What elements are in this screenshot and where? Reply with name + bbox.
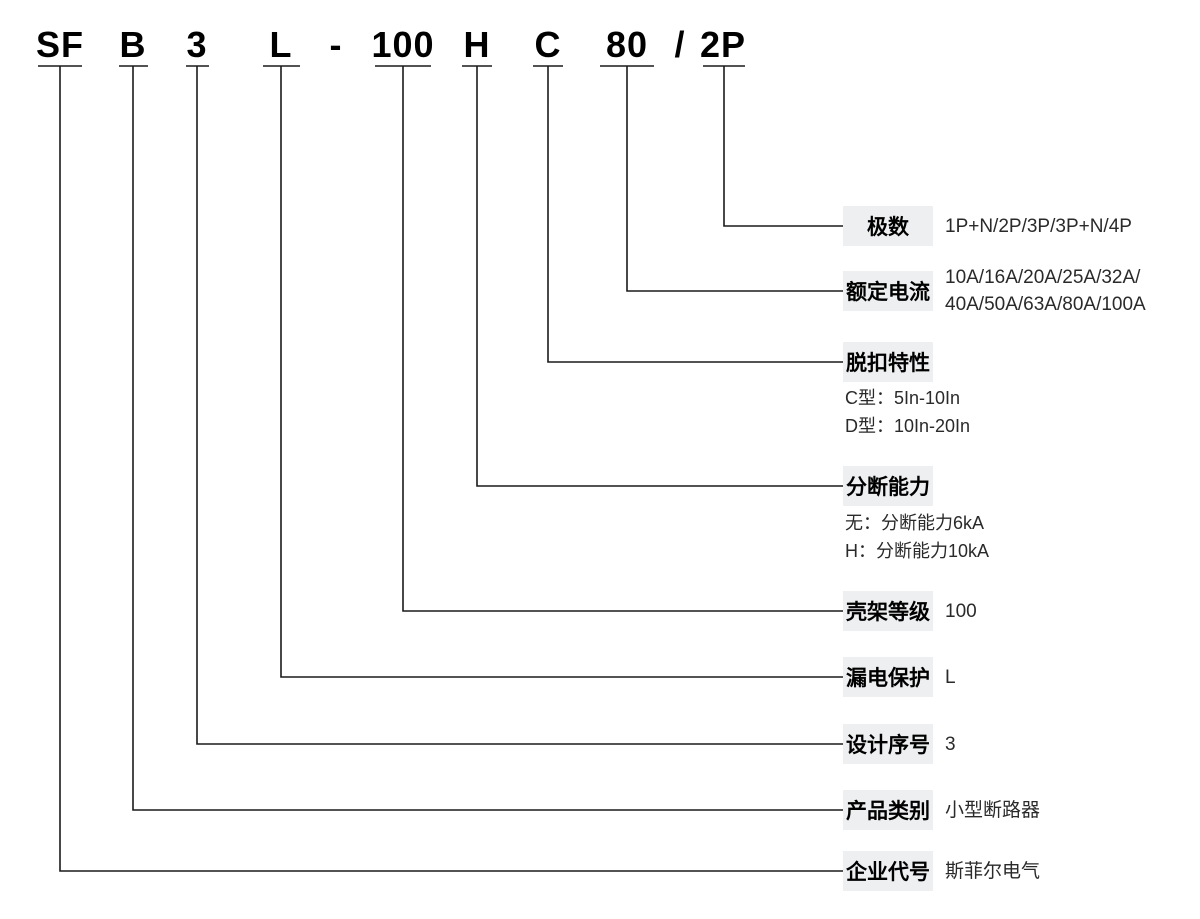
connector-h-to-breaking-capacity [462,65,843,487]
rated-current-value-line2: 40A/50A/63A/80A/100A [945,294,1146,315]
code-segment-slash: / [674,24,686,65]
trip-characteristic-label: 脱扣特性 [843,342,933,382]
spec-row-breaking-capacity: 分断能力 [843,466,933,506]
frame-level-label: 壳架等级 [843,591,933,631]
frame-level-value: 100 [945,600,977,622]
connector-sf-to-enterprise-code [38,65,843,872]
spec-row-poles: 极数 1P+N/2P/3P/3P+N/4P [843,206,1132,246]
design-serial-value: 3 [945,733,956,755]
poles-value: 1P+N/2P/3P/3P+N/4P [945,215,1132,237]
code-segment-3: 3 [186,24,208,65]
spec-row-design-serial: 设计序号 3 [843,724,956,764]
breaking-capacity-notes: 无：分断能力6kA H：分断能力10kA [845,509,989,565]
connector-2p-to-poles [703,65,843,227]
enterprise-code-label: 企业代号 [843,851,933,891]
code-segment-b: B [119,24,147,65]
trip-note-d-type: D型：10In-20In [845,416,971,436]
breaking-capacity-label: 分断能力 [843,466,933,506]
connector-80-to-rated-current [600,65,843,292]
poles-label: 极数 [843,206,933,246]
code-segment-sf: SF [35,24,85,65]
code-segment-c: C [534,24,562,65]
spec-row-leakage-protection: 漏电保护 L [843,657,956,697]
connector-c-to-trip-characteristic [533,65,843,363]
breaking-note-h: H：分断能力10kA [845,541,990,561]
code-segment-l: L [269,24,293,65]
code-segment-h: H [463,24,491,65]
rated-current-label: 额定电流 [843,271,933,311]
product-category-label: 产品类别 [843,790,933,830]
leakage-protection-value: L [945,666,956,688]
trip-characteristic-notes: C型：5In-10In D型：10In-20In [845,384,970,440]
connector-l-to-leakage-protection [263,65,843,678]
breaking-note-none: 无：分断能力6kA [845,513,985,533]
enterprise-code-value: 斯菲尔电气 [945,860,1041,882]
spec-row-trip-characteristic: 脱扣特性 [843,342,933,382]
code-segment-dash: - [329,24,343,65]
code-segment-80: 80 [605,24,649,65]
rated-current-value: 10A/16A/20A/25A/32A/ 40A/50A/63A/80A/100… [945,264,1146,318]
connector-3-to-design-serial [186,65,843,745]
trip-note-c-type: C型：5In-10In [845,388,961,408]
connector-b-to-product-category [119,65,843,811]
leakage-protection-label: 漏电保护 [843,657,933,697]
connector-100-to-frame-level [375,65,843,612]
spec-row-enterprise-code: 企业代号 斯菲尔电气 [843,851,1040,891]
rated-current-value-line1: 10A/16A/20A/25A/32A/ [945,267,1141,288]
spec-row-frame-level: 壳架等级 100 [843,591,977,631]
spec-row-rated-current: 额定电流 10A/16A/20A/25A/32A/ 40A/50A/63A/80… [843,267,1146,315]
spec-row-product-category: 产品类别 小型断路器 [843,790,1040,830]
design-serial-label: 设计序号 [843,724,933,764]
product-category-value: 小型断路器 [945,799,1041,821]
code-segment-2p: 2P [699,24,747,65]
code-segment-100: 100 [371,24,435,65]
